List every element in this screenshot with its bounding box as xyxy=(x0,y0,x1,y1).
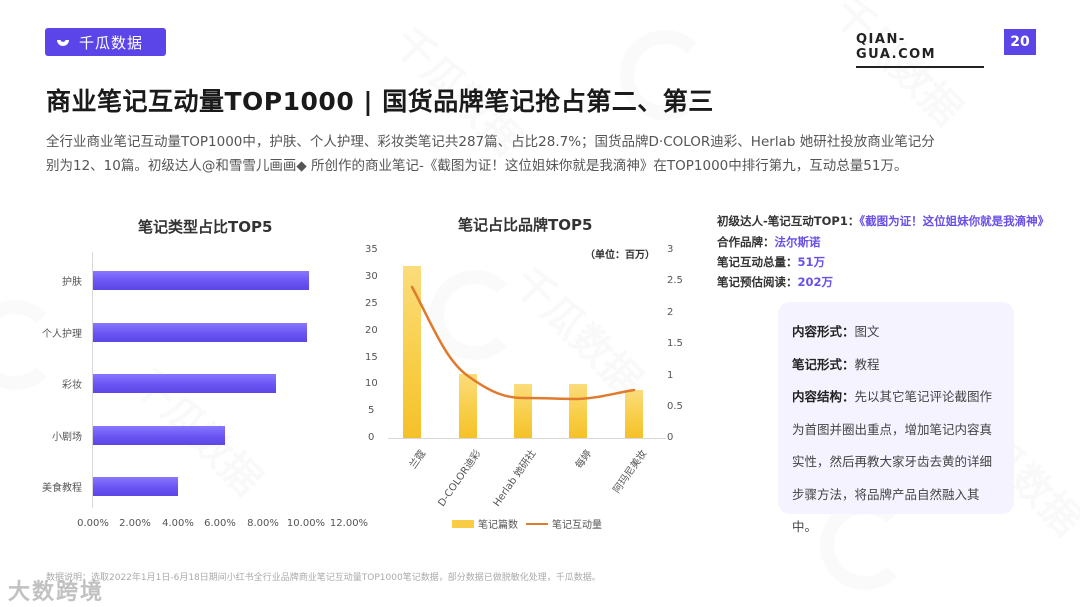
bar[interactable] xyxy=(93,425,225,445)
y-left-tick: 0 xyxy=(368,432,375,443)
bar-label: 彩妆 xyxy=(62,379,82,391)
info-label: 初级达人-笔记互动TOP1： xyxy=(717,214,860,228)
reads-info: 笔记预估阅读：202万 xyxy=(717,274,833,290)
bar[interactable] xyxy=(93,476,178,496)
x-tick: 12.00% xyxy=(329,518,369,529)
bar-lancome[interactable] xyxy=(403,266,421,438)
page-number: 20 xyxy=(1004,29,1036,55)
bar-row: 小剧场 xyxy=(40,425,225,445)
x-tick: 10.00% xyxy=(286,518,326,529)
bar[interactable] xyxy=(93,322,307,342)
info-label: 合作品牌： xyxy=(717,235,775,249)
bar-row: 个人护理 xyxy=(40,322,307,342)
info-label: 笔记预估阅读： xyxy=(717,275,798,289)
bar-dcolor[interactable] xyxy=(459,374,477,438)
x-tick: 6.00% xyxy=(204,518,236,529)
bar-label: 个人护理 xyxy=(42,328,82,340)
y-left-tick: 15 xyxy=(365,352,378,363)
chart-legend: 笔记篇数 笔记互动量 xyxy=(452,516,602,531)
y-left-tick: 25 xyxy=(365,298,378,309)
y-right-tick: 1.5 xyxy=(667,338,683,349)
legend-bar-swatch xyxy=(452,519,474,528)
y-right-tick: 1 xyxy=(667,370,674,381)
card-line: 为首图并圈出重点，增加笔记内容真 xyxy=(792,421,993,437)
y-right-tick: 2.5 xyxy=(667,275,683,286)
card-value: 先以其它笔记评论截图作 xyxy=(854,389,993,404)
y-left-tick: 5 xyxy=(368,405,375,416)
info-value: 51万 xyxy=(797,255,826,269)
card-value: 教程 xyxy=(854,356,880,372)
info-value: 202万 xyxy=(797,275,834,289)
bar[interactable] xyxy=(93,270,309,290)
y-left-tick: 20 xyxy=(365,325,378,336)
card-label: 内容结构： xyxy=(792,389,855,404)
y-right-tick: 0.5 xyxy=(667,401,683,412)
chart-title: 笔记占比品牌TOP5 xyxy=(458,216,593,234)
card-line: 内容形式：图文 xyxy=(792,316,1000,349)
card-line: 笔记形式：教程 xyxy=(792,349,1000,382)
legend-line-swatch xyxy=(526,522,548,525)
bar-armani[interactable] xyxy=(625,390,643,438)
card-value: 图文 xyxy=(854,324,880,339)
bar[interactable] xyxy=(93,373,276,393)
card-line: 实性，然后再教大家牙齿去黄的详细 xyxy=(792,454,993,469)
bar-label: 小剧场 xyxy=(52,431,82,443)
chart-title: 笔记类型占比TOP5 xyxy=(138,218,273,236)
bar-row: 护肤 xyxy=(40,270,309,290)
top1-info: 初级达人-笔记互动TOP1：《截图为证！这位姐妹你就是我滴神》 xyxy=(717,213,1049,229)
intro-paragraph: 全行业商业笔记互动量TOP1000中，护肤、个人护理、彩妆类笔记共287篇、占比… xyxy=(46,130,1046,178)
intro-line: 全行业商业笔记互动量TOP1000中，护肤、个人护理、彩妆类笔记共287篇、占比… xyxy=(46,134,935,150)
info-value: 《截图为证！这位姐妹你就是我滴神》 xyxy=(859,214,1050,228)
footer-watermark-logo: 大数跨境 xyxy=(8,580,105,605)
site-url[interactable]: QIAN-GUA.COM xyxy=(856,32,984,68)
y-left-tick: 10 xyxy=(365,378,378,389)
y-left-tick: 35 xyxy=(365,244,378,255)
bar-row: 美食教程 xyxy=(40,476,178,496)
data-footnote: 数据说明：选取2022年1月1日-6月18日期间小红书全行业品牌商业笔记互动量T… xyxy=(46,573,601,583)
y-right-tick: 0 xyxy=(667,432,674,443)
y-axis-line xyxy=(92,252,93,508)
content-analysis-card: 内容形式：图文 笔记形式：教程 内容结构：先以其它笔记评论截图作 为首图并圈出重… xyxy=(778,302,1014,534)
card-line: 步骤方法，将品牌产品自然融入其中。 xyxy=(792,486,980,535)
y-left-tick: 30 xyxy=(365,271,378,282)
x-axis-line xyxy=(388,438,666,439)
bar-label: 护肤 xyxy=(62,276,82,288)
interaction-info: 笔记互动总量：51万 xyxy=(717,254,825,270)
brand-name: 千瓜数据 xyxy=(79,33,144,52)
y-right-tick: 2 xyxy=(667,307,674,318)
card-line: 内容结构：先以其它笔记评论截图作 xyxy=(792,381,1000,414)
x-tick: 2.00% xyxy=(119,518,151,529)
bar-label: 美食教程 xyxy=(42,482,82,494)
unit-label: （单位：百万） xyxy=(585,250,655,261)
y-right-tick: 3 xyxy=(667,244,674,255)
legend-label[interactable]: 笔记篇数 xyxy=(478,520,518,531)
card-label: 笔记形式： xyxy=(792,356,855,372)
info-label: 笔记互动总量： xyxy=(717,255,798,269)
qiangua-logo-icon xyxy=(57,40,69,46)
info-value: 法尔斯诺 xyxy=(774,235,821,249)
x-tick: 0.00% xyxy=(77,518,109,529)
x-tick: 4.00% xyxy=(162,518,194,529)
intro-line: 别为12、10篇。初级达人@和雪雪儿画画◆ 所创作的商业笔记-《截图为证！这位姐… xyxy=(46,158,908,174)
bar-row: 彩妆 xyxy=(40,373,276,393)
legend-label[interactable]: 笔记互动量 xyxy=(552,520,602,531)
card-label: 内容形式： xyxy=(792,324,855,339)
brand-info: 合作品牌：法尔斯诺 xyxy=(717,234,821,250)
brand-logo: 千瓜数据 xyxy=(45,28,166,56)
x-tick: 8.00% xyxy=(247,518,279,529)
page-title: 商业笔记互动量TOP1000 | 国货品牌笔记抢占第二、第三 xyxy=(46,87,714,116)
